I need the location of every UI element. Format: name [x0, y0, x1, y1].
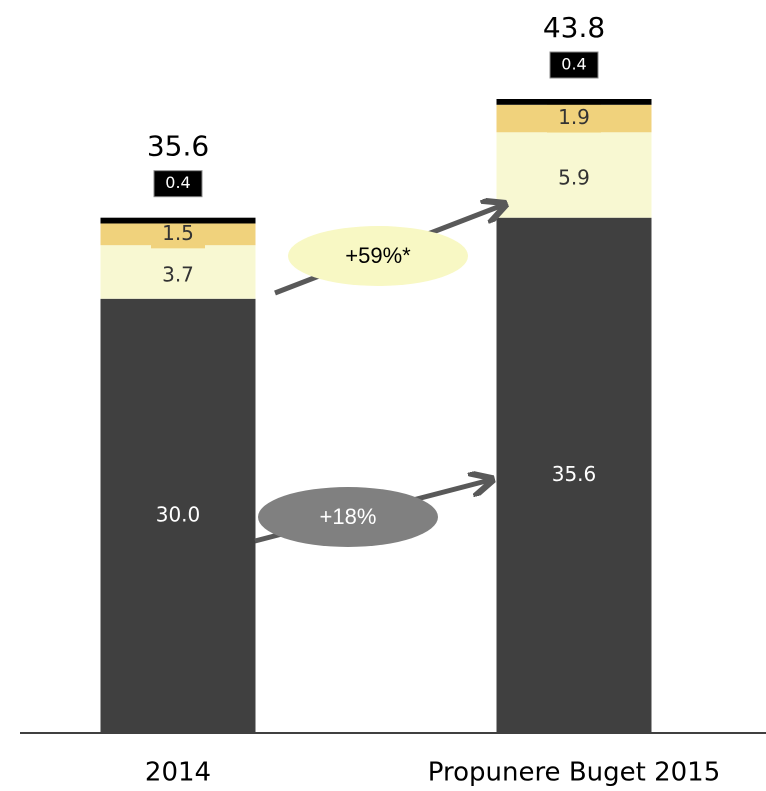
- data-label: 0.4: [561, 55, 586, 74]
- data-label: 35.6: [552, 462, 597, 486]
- bar-segment: [496, 132, 652, 218]
- annotation: +59%*: [345, 243, 411, 268]
- bar-segment: [100, 245, 256, 299]
- bar-segment: [100, 298, 256, 733]
- annotation-bubble: [288, 226, 468, 286]
- data-label: 3.7: [162, 262, 194, 286]
- total-label: 43.8: [543, 11, 605, 44]
- data-label: 30.0: [156, 502, 201, 526]
- x-tick-label: Propunere Buget 2015: [428, 758, 721, 788]
- label-box: [549, 51, 599, 79]
- data-label: 0.4: [165, 173, 190, 192]
- label-box: [151, 220, 205, 249]
- annotation: +18%: [320, 504, 377, 529]
- label-box: [153, 170, 203, 198]
- data-label: 1.9: [558, 105, 590, 129]
- bar-segment: [100, 217, 256, 224]
- data-label: 1.5: [162, 221, 194, 245]
- total-label: 35.6: [147, 130, 209, 163]
- data-label: 5.9: [558, 165, 590, 189]
- annotation-bubble: [258, 487, 438, 547]
- label-box: [547, 104, 601, 133]
- bar-segment: [496, 99, 652, 105]
- bar-segment: [496, 217, 652, 733]
- x-tick-label: 2014: [145, 758, 211, 788]
